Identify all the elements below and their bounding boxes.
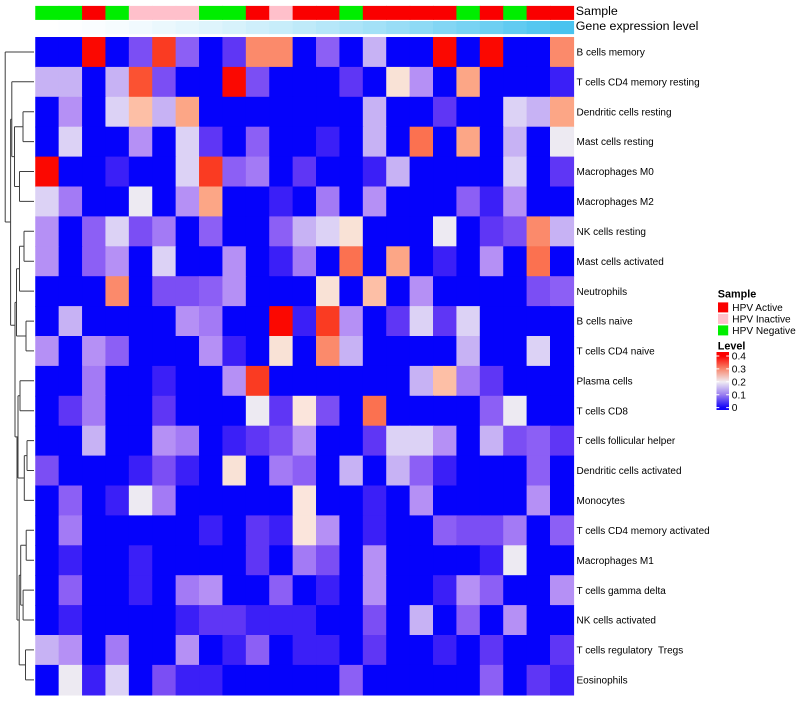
svg-text:Macrophages M2: Macrophages M2: [577, 197, 655, 208]
svg-text:Dendritic cells activated: Dendritic cells activated: [577, 466, 682, 477]
svg-text:HPV Active: HPV Active: [732, 303, 783, 314]
svg-text:Sample: Sample: [576, 4, 618, 18]
svg-text:Monocytes: Monocytes: [577, 496, 625, 507]
svg-text:Gene expression level: Gene expression level: [576, 19, 699, 33]
svg-text:0.3: 0.3: [732, 365, 746, 376]
svg-text:Sample: Sample: [718, 288, 756, 300]
svg-text:Mast cells resting: Mast cells resting: [577, 137, 654, 148]
svg-text:NK cells resting: NK cells resting: [577, 227, 646, 238]
svg-text:0.2: 0.2: [732, 377, 746, 388]
svg-text:T cells CD8: T cells CD8: [577, 406, 629, 417]
svg-text:Level: Level: [718, 340, 746, 352]
svg-text:Macrophages M0: Macrophages M0: [577, 167, 655, 178]
svg-text:0: 0: [732, 403, 738, 414]
svg-text:T cells regulatory Tregs: T cells regulatory Tregs: [577, 646, 684, 657]
svg-text:Plasma cells: Plasma cells: [577, 376, 633, 387]
svg-text:Eosinophils: Eosinophils: [577, 676, 628, 687]
svg-text:0.4: 0.4: [732, 352, 746, 363]
svg-text:HPV Negative: HPV Negative: [732, 326, 796, 337]
svg-text:B cells memory: B cells memory: [577, 48, 645, 59]
svg-text:Neutrophils: Neutrophils: [577, 287, 628, 298]
svg-text:Mast cells activated: Mast cells activated: [577, 257, 664, 268]
svg-text:T cells CD4 memory resting: T cells CD4 memory resting: [577, 77, 700, 88]
svg-text:Macrophages M1: Macrophages M1: [577, 556, 655, 567]
svg-text:B cells naive: B cells naive: [577, 317, 634, 328]
svg-text:0.1: 0.1: [732, 390, 746, 401]
svg-text:T cells gamma delta: T cells gamma delta: [577, 586, 667, 597]
svg-text:T cells CD4 memory activated: T cells CD4 memory activated: [577, 526, 710, 537]
svg-text:NK cells activated: NK cells activated: [577, 616, 656, 627]
svg-text:HPV Inactive: HPV Inactive: [732, 315, 791, 326]
svg-text:Dendritic cells resting: Dendritic cells resting: [577, 107, 672, 118]
svg-text:T cells CD4 naive: T cells CD4 naive: [577, 347, 656, 358]
svg-text:T cells follicular helper: T cells follicular helper: [577, 436, 676, 447]
